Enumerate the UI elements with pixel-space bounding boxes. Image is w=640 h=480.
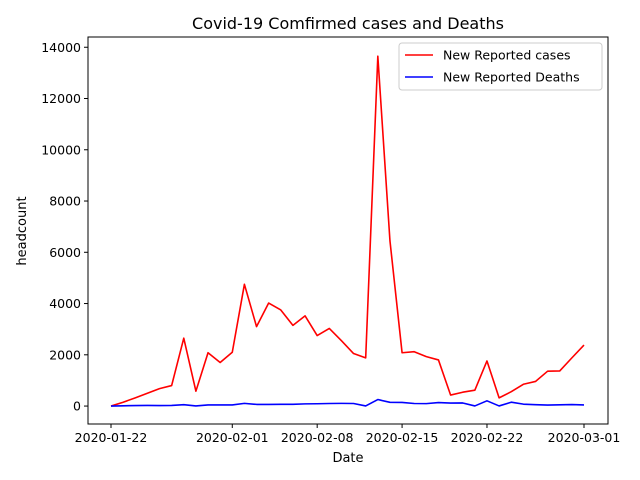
- series-line-1: [110, 398, 585, 407]
- x-tick-label: 2020-02-01: [196, 430, 269, 445]
- x-tick-label: 2020-02-08: [281, 430, 354, 445]
- legend: New Reported cases New Reported Deaths: [398, 42, 603, 91]
- y-tick-label: 2000: [49, 347, 81, 362]
- x-tick-label: 2020-01-22: [75, 430, 148, 445]
- x-axis-label: Date: [332, 451, 363, 466]
- chart-title: Covid-19 Comfirmed cases and Deaths: [192, 14, 504, 33]
- y-tick-label: 0: [73, 399, 81, 414]
- y-tick-label: 10000: [41, 142, 81, 157]
- legend-label-0: New Reported cases: [443, 48, 571, 63]
- y-tick-label: 4000: [49, 296, 81, 311]
- x-axis: 2020-01-22 2020-02-01 2020-02-08 2020-02-15…: [75, 424, 621, 445]
- legend-box: [398, 42, 603, 91]
- series-line-0: [110, 55, 585, 407]
- y-axis: 0 2000 4000 6000 8000 10000 12000 14000: [41, 40, 88, 414]
- x-tick-label: 2020-02-22: [451, 430, 524, 445]
- y-axis-label: headcount: [15, 196, 30, 265]
- y-tick-label: 12000: [41, 91, 81, 106]
- x-tick-label: 2020-02-15: [366, 430, 439, 445]
- series-lines: [110, 55, 585, 407]
- x-tick-label: 2020-03-01: [548, 430, 621, 445]
- legend-label-1: New Reported Deaths: [443, 70, 580, 85]
- y-tick-label: 6000: [49, 245, 81, 260]
- y-tick-label: 14000: [41, 40, 81, 55]
- y-tick-label: 8000: [49, 194, 81, 209]
- plot-area: [87, 36, 609, 425]
